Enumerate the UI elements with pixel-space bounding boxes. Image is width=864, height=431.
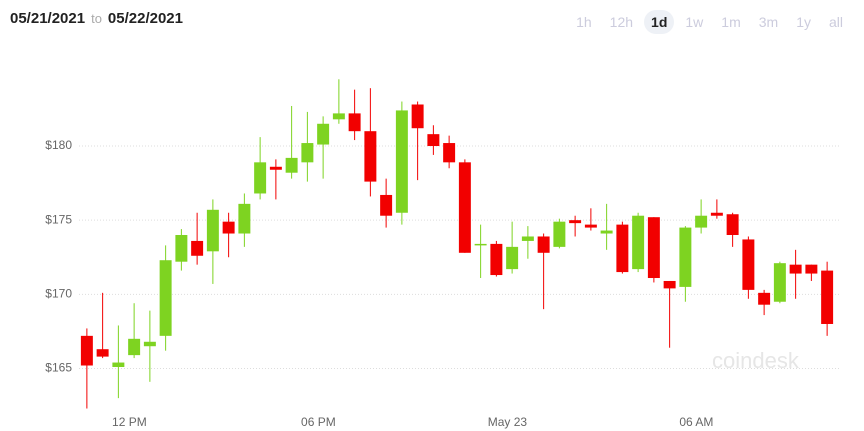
- candle-body: [773, 263, 786, 302]
- candle-body: [332, 113, 345, 120]
- candle-body: [206, 209, 219, 252]
- candle-body: [616, 224, 629, 273]
- candle-body: [726, 214, 739, 235]
- candle-body: [521, 236, 534, 241]
- date-from[interactable]: 05/21/2021: [10, 10, 86, 27]
- candle-body: [647, 217, 660, 279]
- candle-body: [758, 292, 771, 305]
- candle-body: [569, 220, 582, 224]
- candle-body: [679, 227, 692, 287]
- range-button[interactable]: 1y: [796, 14, 811, 30]
- candle-body: [821, 270, 834, 324]
- candle-body: [222, 221, 235, 234]
- candle-body: [537, 236, 550, 253]
- candle-body: [159, 260, 172, 336]
- candle-body: [112, 362, 125, 367]
- candle-body: [490, 243, 503, 276]
- x-tick-label: 06 AM: [679, 415, 713, 429]
- candle-body: [584, 224, 597, 228]
- candle-body: [96, 349, 109, 357]
- range-button[interactable]: 12h: [609, 14, 634, 30]
- range-button[interactable]: 3m: [758, 14, 779, 30]
- candle-body: [269, 166, 282, 170]
- x-tick-label: 06 PM: [301, 415, 336, 429]
- candle-body: [317, 123, 330, 145]
- candle-body: [395, 110, 408, 213]
- candle-body: [805, 264, 818, 274]
- candle-body: [128, 338, 141, 356]
- candle-body: [474, 243, 487, 246]
- candle-body: [600, 230, 613, 234]
- candle-body: [411, 104, 424, 129]
- candle-body: [80, 335, 93, 366]
- candle-body: [427, 134, 440, 147]
- candle-body: [364, 131, 377, 182]
- candle-body: [175, 235, 188, 262]
- y-tick-label: $175: [45, 212, 72, 226]
- x-tick-label: 12 PM: [112, 415, 147, 429]
- range-button[interactable]: 1h: [576, 14, 592, 30]
- range-buttons: 1h 12h 1d 1w 1m 3m 1y all: [569, 10, 850, 34]
- candle-body: [238, 203, 251, 234]
- candle-body: [553, 221, 566, 247]
- date-to[interactable]: 05/22/2021: [107, 10, 183, 27]
- range-button[interactable]: 1m: [721, 14, 741, 30]
- candle-body: [380, 194, 393, 216]
- candle-body: [663, 280, 676, 289]
- candle-body: [191, 240, 204, 256]
- date-range: 05/21/2021 to 05/22/2021: [10, 10, 183, 27]
- candle-body: [348, 113, 361, 132]
- candle-body: [695, 215, 708, 228]
- y-tick-label: $165: [45, 361, 72, 375]
- watermark: coindesk: [712, 348, 800, 373]
- candle-body: [710, 212, 723, 216]
- x-tick-label: May 23: [488, 415, 528, 429]
- range-button[interactable]: 1w: [685, 14, 704, 30]
- candle-body: [742, 239, 755, 290]
- candle-body: [143, 341, 156, 347]
- range-button[interactable]: all: [828, 14, 843, 30]
- y-tick-label: $180: [45, 138, 72, 152]
- candle-body: [301, 143, 314, 163]
- y-tick-label: $170: [45, 286, 72, 300]
- candle-body: [458, 162, 471, 253]
- candle-body: [285, 157, 298, 173]
- candle-body: [632, 215, 645, 270]
- date-connector: to: [91, 11, 102, 26]
- candle-body: [506, 246, 519, 270]
- candle-body: [789, 264, 802, 274]
- candle-body: [443, 143, 456, 163]
- candle-body: [254, 162, 267, 194]
- range-button[interactable]: 1d: [644, 10, 675, 34]
